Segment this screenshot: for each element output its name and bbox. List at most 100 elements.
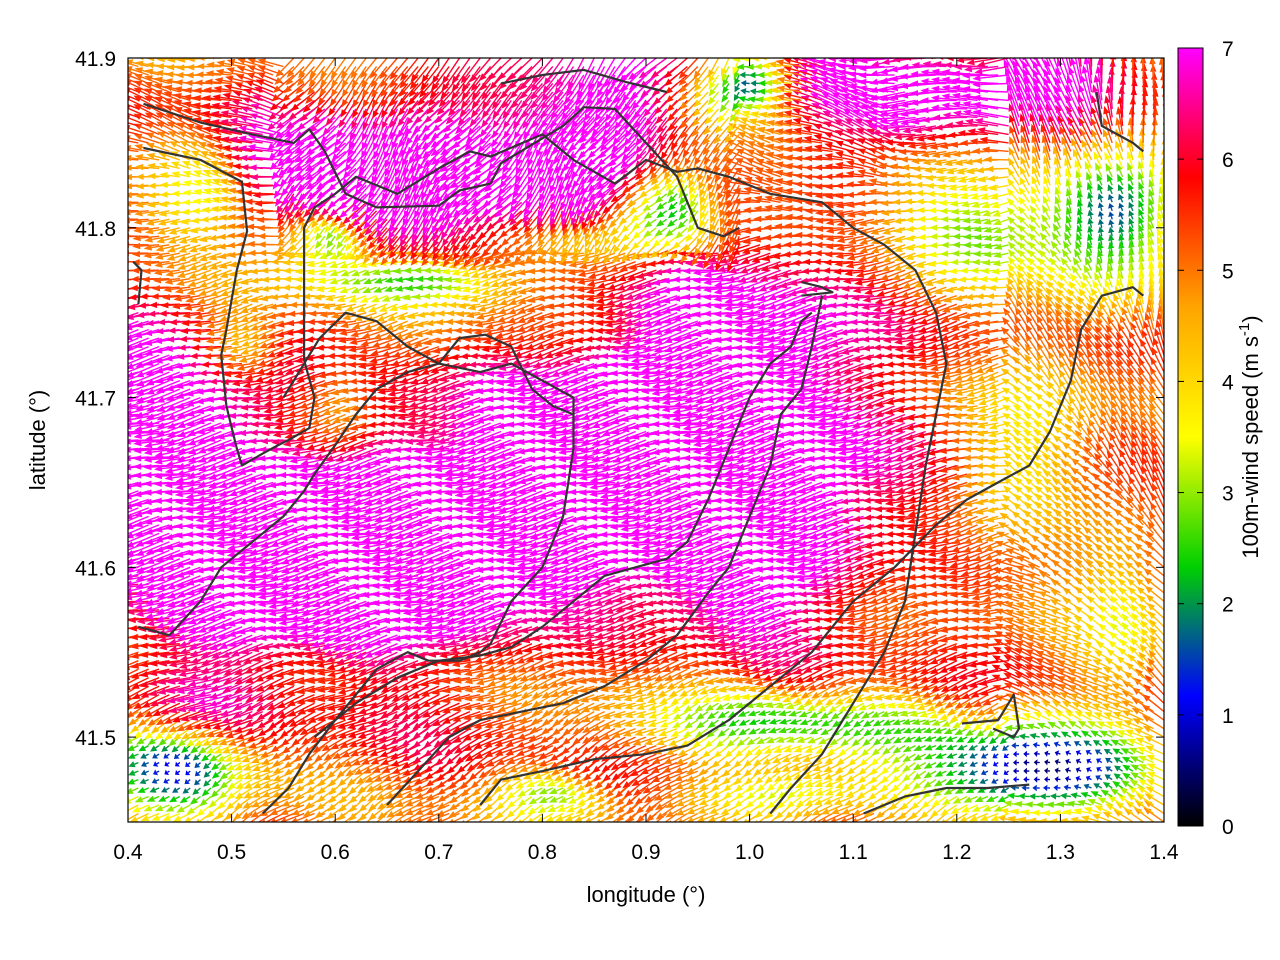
wind-vector — [385, 821, 387, 822]
wind-vector — [992, 753, 999, 759]
wind-vector — [194, 770, 201, 777]
wind-vector — [235, 778, 253, 790]
wind-vector — [447, 821, 450, 822]
wind-vector — [128, 771, 129, 772]
wind-vector — [128, 618, 129, 620]
wind-vector — [241, 804, 264, 820]
wind-vector — [1087, 799, 1103, 806]
wind-vector — [979, 778, 989, 784]
wind-vector — [129, 812, 149, 822]
wind-vector — [504, 779, 523, 791]
wind-vector — [161, 745, 170, 752]
wind-vector — [824, 787, 844, 796]
wind-vector — [1053, 784, 1061, 791]
wind-vector — [377, 804, 398, 820]
wind-vector — [188, 821, 191, 822]
wind-vector — [128, 499, 129, 501]
wind-vector — [242, 761, 263, 771]
wind-vector — [1133, 807, 1155, 822]
wind-vector — [394, 787, 419, 798]
wind-vector — [1127, 793, 1144, 806]
wind-vector — [810, 821, 812, 822]
wind-vector — [945, 821, 947, 822]
wind-vector — [747, 821, 750, 822]
wind-vector — [1100, 694, 1123, 704]
wind-vector — [1073, 784, 1082, 791]
wind-vector — [985, 795, 999, 802]
wind-vector — [1043, 741, 1051, 748]
wind-vector — [921, 795, 937, 809]
wind-vector — [664, 795, 688, 808]
wind-vector — [789, 718, 802, 725]
wind-vector — [1129, 756, 1144, 764]
wind-vector — [1083, 807, 1103, 815]
wind-vector — [830, 804, 854, 814]
wind-vector — [1125, 800, 1144, 815]
wind-vector — [924, 744, 937, 751]
wind-vector — [820, 821, 823, 822]
wind-vector — [158, 795, 170, 802]
wind-vector — [1017, 793, 1030, 800]
wind-vector — [871, 821, 874, 822]
wind-vector — [169, 795, 181, 803]
wind-vector — [1023, 750, 1030, 758]
wind-vector — [548, 787, 564, 794]
wind-vector — [1053, 741, 1061, 748]
wind-vector — [999, 736, 1010, 745]
wind-vector — [758, 821, 760, 822]
wind-vector — [147, 821, 149, 822]
wind-vector — [128, 507, 129, 509]
wind-vector — [623, 821, 626, 822]
wind-vector — [128, 474, 129, 475]
wind-vector — [128, 601, 129, 603]
wind-vector — [821, 719, 833, 727]
wind-vector — [914, 821, 916, 822]
wind-vector — [813, 795, 833, 806]
wind-vector — [128, 754, 129, 755]
wind-vector — [1102, 782, 1113, 789]
wind-vector — [541, 821, 543, 822]
wind-vector — [1000, 787, 1009, 793]
wind-vector — [281, 821, 284, 822]
wind-vector — [498, 761, 523, 774]
wind-vector — [234, 761, 253, 771]
wind-vector — [211, 770, 222, 779]
wind-vector — [641, 770, 668, 784]
wind-vector — [242, 795, 264, 809]
wind-vector — [902, 770, 916, 782]
wind-vector — [176, 804, 191, 813]
wind-vector — [416, 821, 419, 822]
wind-vector — [1095, 775, 1103, 781]
wind-vector — [128, 752, 139, 759]
wind-vector — [824, 778, 844, 788]
wind-vector — [261, 778, 284, 789]
wind-vector — [322, 821, 325, 822]
wind-vector — [814, 778, 833, 787]
wind-vector — [196, 804, 212, 817]
wind-vector — [762, 762, 782, 775]
wind-vector — [786, 787, 802, 799]
wind-vector — [141, 761, 149, 767]
wind-vector — [863, 728, 875, 737]
wind-vector — [128, 686, 129, 688]
wind-vector — [986, 821, 988, 822]
wind-vector — [800, 821, 802, 822]
wind-vector — [1142, 725, 1164, 738]
wind-vector — [481, 770, 502, 787]
wind-vector — [634, 821, 636, 822]
wind-vector — [1049, 793, 1061, 800]
wind-vector — [217, 447, 253, 460]
wind-vector — [179, 795, 191, 804]
wind-vector — [525, 778, 543, 788]
wind-vector — [992, 769, 999, 776]
wind-vector — [1094, 749, 1103, 755]
wind-vector — [382, 770, 408, 782]
wind-vector — [957, 752, 968, 759]
wind-vector — [1101, 739, 1113, 747]
wind-vector — [395, 795, 419, 807]
wind-vector — [892, 736, 906, 744]
wind-vector — [545, 812, 564, 822]
wind-vector — [930, 804, 947, 818]
wind-vector — [1023, 759, 1030, 766]
wind-vector — [227, 779, 243, 790]
